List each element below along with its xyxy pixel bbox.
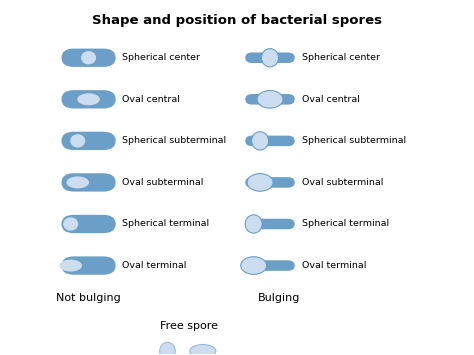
FancyBboxPatch shape [62, 256, 116, 275]
FancyBboxPatch shape [62, 215, 116, 233]
FancyBboxPatch shape [62, 173, 116, 192]
Ellipse shape [247, 174, 273, 191]
Text: Shape and position of bacterial spores: Shape and position of bacterial spores [92, 14, 382, 27]
Text: Bulging: Bulging [258, 293, 301, 303]
FancyBboxPatch shape [245, 260, 295, 271]
Text: Oval terminal: Oval terminal [121, 261, 186, 270]
FancyBboxPatch shape [62, 90, 116, 109]
Text: Oval terminal: Oval terminal [302, 261, 366, 270]
Ellipse shape [262, 49, 278, 67]
Text: Oval subterminal: Oval subterminal [121, 178, 203, 187]
Ellipse shape [63, 217, 78, 231]
Text: Spherical terminal: Spherical terminal [302, 219, 389, 229]
FancyBboxPatch shape [245, 94, 295, 105]
Text: Oval central: Oval central [121, 95, 180, 104]
Ellipse shape [70, 134, 85, 148]
FancyBboxPatch shape [245, 219, 295, 229]
Ellipse shape [245, 215, 262, 233]
FancyBboxPatch shape [245, 177, 295, 188]
Ellipse shape [81, 51, 96, 65]
Text: Not bulging: Not bulging [56, 293, 121, 303]
Text: Free spore: Free spore [160, 321, 218, 331]
Text: Spherical subterminal: Spherical subterminal [121, 136, 226, 145]
Ellipse shape [59, 260, 82, 272]
Ellipse shape [241, 257, 266, 274]
Ellipse shape [66, 176, 89, 189]
Text: Oval central: Oval central [302, 95, 360, 104]
FancyBboxPatch shape [62, 132, 116, 150]
Text: Oval subterminal: Oval subterminal [302, 178, 383, 187]
Text: Spherical subterminal: Spherical subterminal [302, 136, 406, 145]
FancyBboxPatch shape [245, 53, 295, 63]
Text: Spherical center: Spherical center [121, 53, 200, 62]
Text: Spherical center: Spherical center [302, 53, 380, 62]
FancyBboxPatch shape [245, 136, 295, 146]
FancyBboxPatch shape [62, 49, 116, 67]
Ellipse shape [77, 93, 100, 105]
Ellipse shape [252, 132, 269, 150]
Ellipse shape [257, 91, 283, 108]
Text: Spherical terminal: Spherical terminal [121, 219, 209, 229]
Ellipse shape [160, 342, 175, 355]
Ellipse shape [190, 344, 216, 355]
